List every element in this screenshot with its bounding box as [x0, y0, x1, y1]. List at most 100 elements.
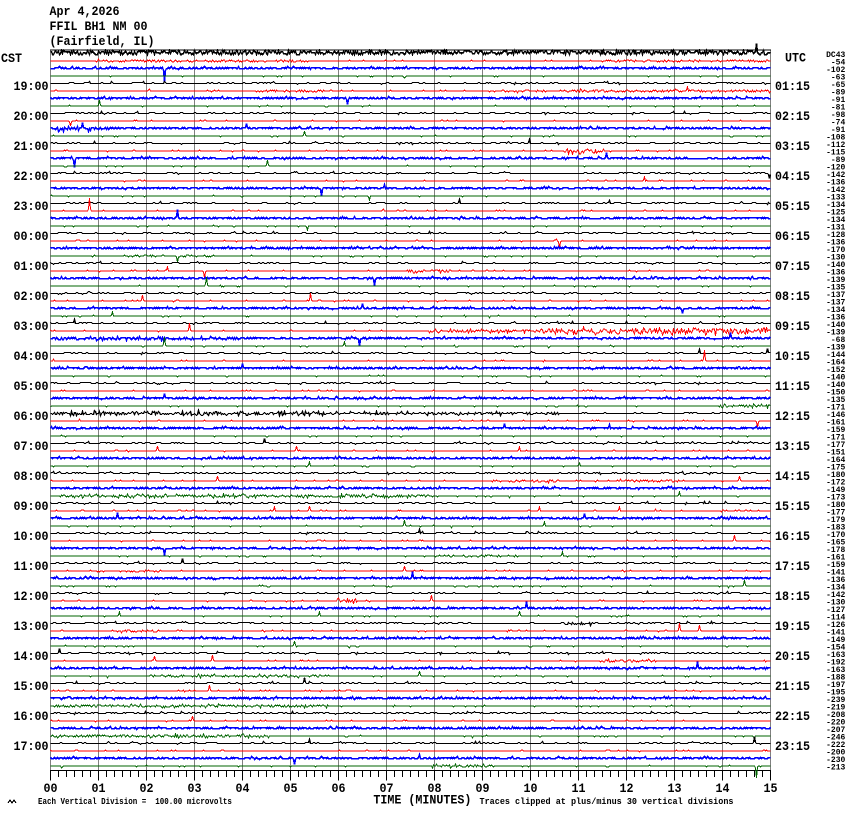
svg-text:22:00: 22:00 — [14, 169, 49, 184]
svg-text:07: 07 — [380, 781, 394, 796]
svg-text:10:15: 10:15 — [775, 349, 810, 364]
svg-text:-239: -239 — [826, 695, 845, 705]
svg-text:-114: -114 — [826, 612, 845, 622]
svg-text:-164: -164 — [826, 357, 845, 367]
svg-text:-126: -126 — [826, 620, 845, 630]
svg-text:Each Vertical Division = 100.: Each Vertical Division = 100.00 microvol… — [38, 796, 232, 807]
svg-text:-152: -152 — [826, 365, 845, 375]
svg-text:-180: -180 — [826, 470, 845, 480]
svg-text:-139: -139 — [826, 327, 845, 337]
svg-text:-136: -136 — [826, 177, 845, 187]
svg-text:-89: -89 — [831, 87, 845, 97]
svg-text:02:00: 02:00 — [14, 289, 49, 304]
svg-text:-136: -136 — [826, 267, 845, 277]
svg-text:06:00: 06:00 — [14, 409, 49, 424]
svg-text:07:15: 07:15 — [775, 259, 810, 274]
svg-text:-136: -136 — [826, 575, 845, 585]
svg-text:11: 11 — [572, 781, 586, 796]
svg-text:16:15: 16:15 — [775, 529, 810, 544]
svg-text:-161: -161 — [826, 417, 845, 427]
svg-text:-112: -112 — [826, 140, 845, 150]
svg-text:-81: -81 — [831, 102, 845, 112]
svg-text:-149: -149 — [826, 485, 845, 495]
svg-text:23:00: 23:00 — [14, 199, 49, 214]
svg-text:-115: -115 — [826, 147, 845, 157]
svg-text:05:00: 05:00 — [14, 379, 49, 394]
svg-text:04:00: 04:00 — [14, 349, 49, 364]
svg-text:-164: -164 — [826, 455, 845, 465]
svg-text:20:00: 20:00 — [14, 109, 49, 124]
svg-text:21:00: 21:00 — [14, 139, 49, 154]
svg-text:-137: -137 — [826, 290, 845, 300]
svg-text:-68: -68 — [831, 335, 845, 345]
svg-text:-141: -141 — [826, 567, 845, 577]
svg-text:-230: -230 — [826, 755, 845, 765]
svg-text:-141: -141 — [826, 627, 845, 637]
svg-text:(Fairfield, IL): (Fairfield, IL) — [50, 34, 155, 49]
svg-text:18:15: 18:15 — [775, 589, 810, 604]
svg-text:-170: -170 — [826, 530, 845, 540]
svg-text:-74: -74 — [831, 117, 845, 127]
svg-text:-154: -154 — [826, 642, 845, 652]
svg-text:12:15: 12:15 — [775, 409, 810, 424]
svg-text:-102: -102 — [826, 65, 845, 75]
svg-text:-130: -130 — [826, 597, 845, 607]
svg-text:01:15: 01:15 — [775, 79, 810, 94]
svg-text:12:00: 12:00 — [14, 589, 49, 604]
svg-text:-177: -177 — [826, 440, 845, 450]
svg-text:10:00: 10:00 — [14, 529, 49, 544]
svg-text:-140: -140 — [826, 380, 845, 390]
svg-text:-149: -149 — [826, 635, 845, 645]
svg-text:-128: -128 — [826, 230, 845, 240]
svg-text:02:15: 02:15 — [775, 109, 810, 124]
svg-text:-139: -139 — [826, 342, 845, 352]
svg-text:06:15: 06:15 — [775, 229, 810, 244]
svg-text:-171: -171 — [826, 402, 845, 412]
svg-text:21:15: 21:15 — [775, 679, 810, 694]
svg-text:03:15: 03:15 — [775, 139, 810, 154]
svg-text:-144: -144 — [826, 350, 845, 360]
svg-text:-54: -54 — [831, 57, 845, 67]
svg-text:-134: -134 — [826, 582, 845, 592]
svg-text:17:00: 17:00 — [14, 739, 49, 754]
svg-text:14:00: 14:00 — [14, 649, 49, 664]
svg-text:03: 03 — [188, 781, 202, 796]
svg-text:-134: -134 — [826, 200, 845, 210]
svg-text:CST: CST — [1, 51, 22, 66]
svg-text:-179: -179 — [826, 515, 845, 525]
svg-text:09:15: 09:15 — [775, 319, 810, 334]
svg-text:11:00: 11:00 — [14, 559, 49, 574]
svg-text:-91: -91 — [831, 125, 845, 135]
svg-text:04: 04 — [236, 781, 250, 796]
svg-text:-163: -163 — [826, 665, 845, 675]
svg-text:-207: -207 — [826, 725, 845, 735]
svg-text:-140: -140 — [826, 372, 845, 382]
svg-text:20:15: 20:15 — [775, 649, 810, 664]
svg-text:-192: -192 — [826, 657, 845, 667]
svg-text:-134: -134 — [826, 215, 845, 225]
svg-text:-170: -170 — [826, 245, 845, 255]
svg-text:-91: -91 — [831, 95, 845, 105]
svg-text:09: 09 — [476, 781, 490, 796]
svg-text:12: 12 — [620, 781, 634, 796]
svg-text:-127: -127 — [826, 605, 845, 615]
svg-text:13:00: 13:00 — [14, 619, 49, 634]
svg-text:03:00: 03:00 — [14, 319, 49, 334]
svg-text:-159: -159 — [826, 560, 845, 570]
svg-text:FFIL BH1 NM 00: FFIL BH1 NM 00 — [50, 19, 148, 34]
svg-text:-222: -222 — [826, 740, 845, 750]
svg-text:-65: -65 — [831, 80, 845, 90]
svg-text:UTC: UTC — [785, 51, 806, 66]
svg-text:Traces clipped at plus/minus 3: Traces clipped at plus/minus 30 vertical… — [480, 796, 734, 807]
svg-text:-246: -246 — [826, 732, 845, 742]
svg-text:05: 05 — [284, 781, 298, 796]
svg-text:15:15: 15:15 — [775, 499, 810, 514]
svg-text:-213: -213 — [826, 762, 845, 772]
svg-text:13:15: 13:15 — [775, 439, 810, 454]
svg-text:-120: -120 — [826, 162, 845, 172]
svg-text:22:15: 22:15 — [775, 709, 810, 724]
svg-text:-219: -219 — [826, 702, 845, 712]
svg-text:-98: -98 — [831, 110, 845, 120]
svg-text:-125: -125 — [826, 207, 845, 217]
svg-text:10: 10 — [524, 781, 538, 796]
